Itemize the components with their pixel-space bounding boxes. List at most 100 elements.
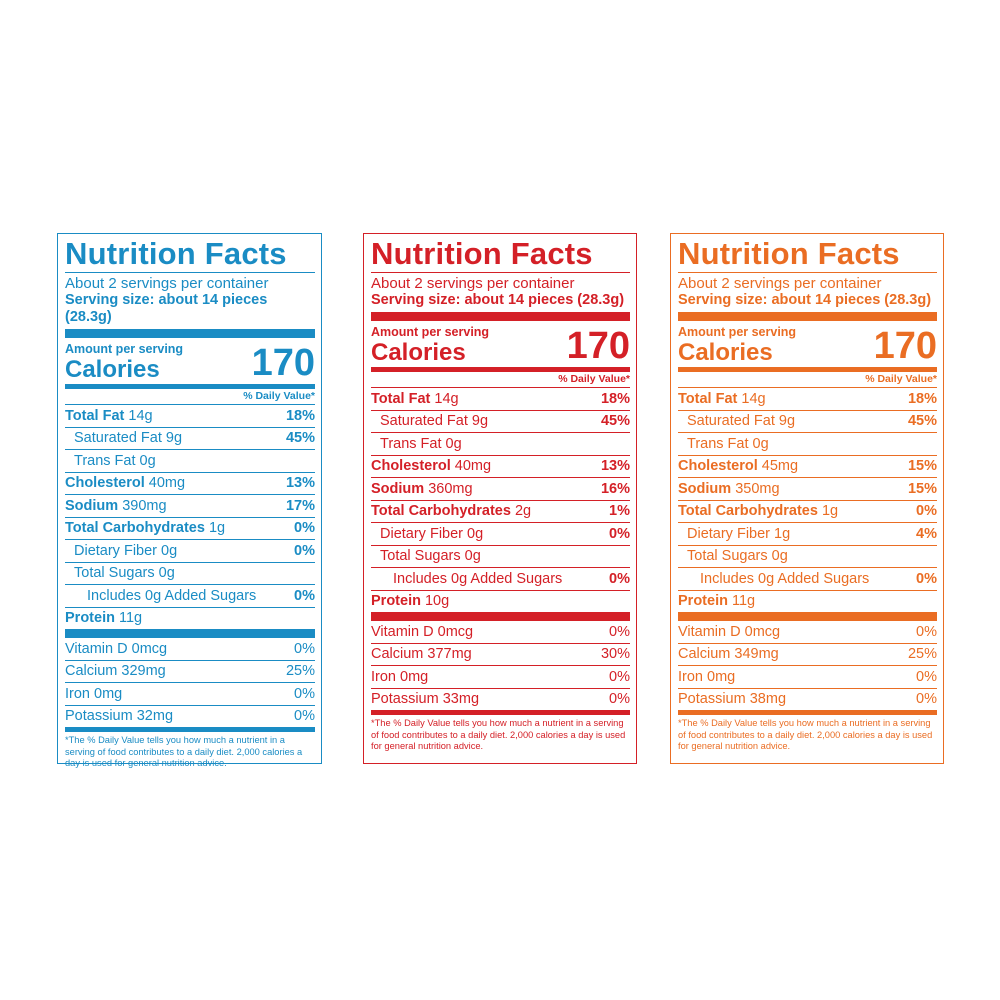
amount-per-serving: Amount per serving: [678, 325, 797, 339]
nutrient-amount: 0g: [161, 542, 178, 559]
nutrient-name: Protein: [371, 593, 421, 610]
medium-divider: [65, 384, 315, 389]
nutrition-facts-label-1: Nutrition Facts About 2 servings per con…: [57, 233, 322, 768]
nutrient-name: Total Carbohydrates: [65, 520, 205, 537]
nutrient-row: Total Carbohydrates 2g 1%: [371, 501, 630, 523]
calories-block: Amount per serving Calories 170: [371, 321, 630, 367]
vitamin-list: Vitamin D 0mcg 0% Calcium 349mg 25% Iron 0mg…: [678, 621, 937, 710]
vitamin-amount: 0mcg: [437, 623, 474, 640]
calories-value: 170: [251, 342, 315, 384]
nutrient-row: Cholesterol 45mg 15%: [678, 456, 937, 478]
nutrient-row: Total Sugars 0g: [678, 546, 937, 568]
thick-divider: [65, 629, 315, 638]
nutrient-row: Trans Fat 0g: [65, 450, 315, 473]
vitamin-name: Calcium: [371, 646, 424, 663]
amount-per-serving: Amount per serving: [371, 325, 490, 339]
nutrient-name: Saturated Fat: [687, 413, 775, 430]
servings-per-container: About 2 servings per container: [371, 275, 575, 292]
nutrient-amount: 10g: [424, 593, 450, 610]
nutrient-row: Trans Fat 0g: [678, 433, 937, 456]
vitamin-daily-value: 25%: [285, 663, 315, 680]
daily-value-header: % Daily Value*: [65, 389, 315, 405]
nutrient-amount: 40mg: [148, 475, 186, 492]
nutrient-amount: 1g: [821, 503, 839, 520]
vitamin-amount: 377mg: [427, 646, 472, 663]
nutrient-amount: 0g: [752, 435, 769, 452]
nutrient-daily-value: 0%: [916, 570, 937, 587]
vitamin-daily-value: 0%: [294, 640, 315, 657]
nutrient-daily-value: 18%: [285, 407, 315, 424]
nutrient-row: Saturated Fat 9g 45%: [371, 411, 630, 433]
nutrient-row: Includes 0g Added Sugars 0%: [371, 568, 630, 591]
vitamin-amount: 0mg: [707, 668, 736, 685]
daily-value-footnote: *The % Daily Value tells you how much a …: [678, 718, 933, 751]
nutrient-daily-value: 17%: [285, 497, 315, 514]
vitamin-daily-value: 0%: [294, 708, 315, 725]
daily-value-footnote: *The % Daily Value tells you how much a …: [65, 735, 303, 768]
vitamin-daily-value: 0%: [916, 691, 937, 708]
calories-label: Calories: [65, 356, 160, 383]
nutrient-amount: 0g: [445, 435, 462, 452]
vitamin-amount: 349mg: [734, 646, 779, 663]
nutrient-amount: 0g: [467, 525, 484, 542]
nutrient-name: Includes 0g Added Sugars: [393, 570, 563, 587]
nutrient-name: Cholesterol: [371, 458, 451, 475]
nutrient-amount: 14g: [128, 407, 153, 424]
vitamin-row: Iron 0mg 0%: [65, 683, 315, 706]
nutrient-amount: 0g: [771, 548, 788, 565]
nutrient-name: Total Fat: [678, 390, 738, 407]
daily-value-header: % Daily Value*: [371, 372, 630, 388]
nutrient-amount: 350mg: [735, 480, 780, 497]
nutrient-daily-value: 4%: [916, 525, 937, 542]
vitamin-daily-value: 0%: [609, 623, 630, 640]
vitamin-name: Potassium: [371, 691, 439, 708]
vitamin-name: Calcium: [65, 663, 118, 680]
nutrient-name: Sodium: [65, 497, 119, 514]
nutrient-daily-value: 0%: [294, 542, 315, 559]
nutrient-name: Protein: [678, 593, 728, 610]
nutrient-daily-value: 0%: [916, 503, 937, 520]
vitamin-amount: 33mg: [442, 691, 480, 708]
nutrient-row: Includes 0g Added Sugars 0%: [65, 585, 315, 608]
nutrient-amount: 11g: [731, 593, 756, 610]
nutrient-name: Includes 0g Added Sugars: [87, 587, 257, 604]
nutrition-facts-label-2: Nutrition Facts About 2 servings per con…: [363, 233, 637, 764]
vitamin-row: Potassium 33mg 0%: [371, 689, 630, 711]
calories-block: Amount per serving Calories 170: [65, 338, 315, 384]
nutrient-row: Total Sugars 0g: [65, 563, 315, 585]
nutrient-name: Dietary Fiber: [687, 525, 770, 542]
vitamin-amount: 0mcg: [131, 640, 168, 657]
nutrient-list: Total Fat 14g 18% Saturated Fat 9g 45% Trans…: [65, 405, 315, 629]
nutrient-name: Total Carbohydrates: [678, 503, 818, 520]
nutrient-name: Total Carbohydrates: [371, 503, 511, 520]
vitamin-amount: 329mg: [121, 663, 166, 680]
nutrient-name: Sodium: [371, 480, 425, 497]
calories-label: Calories: [678, 339, 773, 366]
nutrient-amount: 0g: [139, 452, 156, 469]
nutrient-daily-value: 15%: [907, 458, 937, 475]
medium-divider: [678, 367, 937, 372]
nutrient-row: Sodium 360mg 16%: [371, 478, 630, 501]
nutrient-name: Total Sugars: [380, 548, 461, 565]
nutrient-name: Trans Fat: [74, 452, 136, 469]
serving-size: Serving size: about 14 pieces (28.3g): [65, 292, 268, 325]
nutrient-row: Protein 11g: [678, 591, 937, 613]
vitamin-amount: 32mg: [136, 708, 174, 725]
nutrient-daily-value: 0%: [294, 520, 315, 537]
nutrient-daily-value: 45%: [907, 413, 937, 430]
vitamin-name: Iron: [371, 668, 396, 685]
nutrient-row: Total Sugars 0g: [371, 546, 630, 568]
nutrient-name: Dietary Fiber: [380, 525, 463, 542]
nutrient-name: Total Fat: [65, 407, 125, 424]
servings-per-container: About 2 servings per container: [65, 275, 269, 292]
vitamin-daily-value: 0%: [916, 623, 937, 640]
calories-label: Calories: [371, 339, 466, 366]
vitamin-row: Calcium 349mg 25%: [678, 644, 937, 666]
vitamin-name: Potassium: [678, 691, 746, 708]
nutrient-name: Total Fat: [371, 390, 431, 407]
vitamin-list: Vitamin D 0mcg 0% Calcium 377mg 30% Iron 0mg…: [371, 621, 630, 710]
nutrient-amount: 360mg: [428, 480, 473, 497]
nutrient-amount: 1g: [208, 520, 226, 537]
vitamin-name: Iron: [678, 668, 703, 685]
vitamin-amount: 0mcg: [744, 623, 781, 640]
